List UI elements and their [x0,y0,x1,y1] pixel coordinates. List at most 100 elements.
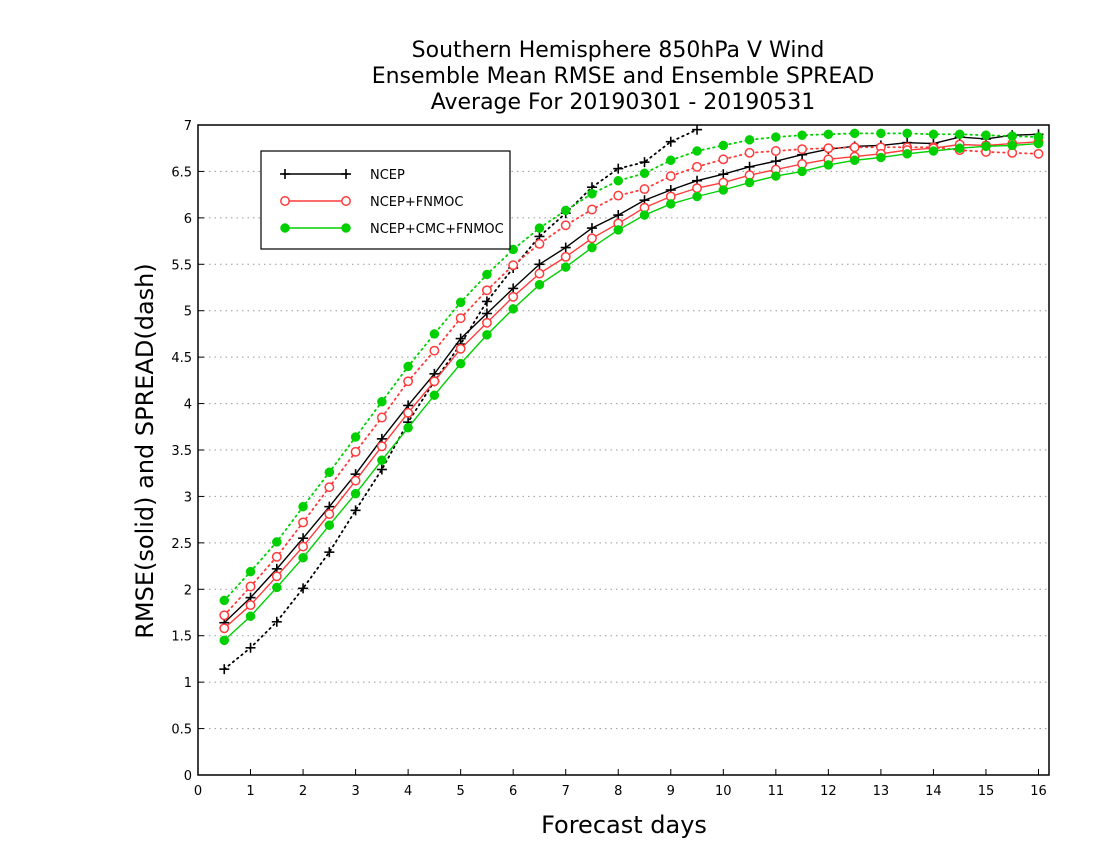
rmse-point [534,268,545,279]
y-tick-label: 1.5 [171,630,192,645]
rmse-point [298,541,309,552]
spread-point [481,296,492,307]
rmse-point [455,333,466,344]
spread-point [639,168,650,179]
spread-point [272,537,282,547]
legend: NCEP NCEP+FNMOC NCEP+CMC+FNMOC [260,150,511,250]
title-line-3: Average For 20190301 - 20190531 [431,90,816,115]
spread-point [245,566,256,577]
legend-marker-left [280,196,290,206]
x-tick-label: 11 [768,784,785,799]
spread-point [797,130,807,140]
x-tick-label: 3 [351,784,359,799]
spread-point [455,297,466,308]
rmse-point [481,308,492,319]
spread-point [849,142,860,153]
spread-point [482,269,492,280]
x-tick-label: 13 [873,784,890,799]
rmse-point [1007,140,1017,151]
spread-point [403,361,413,372]
rmse-point [324,509,335,520]
spread-point [613,163,624,174]
spread-point [219,595,230,606]
spread-point [771,132,781,142]
spread-line [223,146,1040,617]
spread-point [665,171,676,182]
spread-point [954,129,965,140]
spread-point [587,204,597,215]
rmse-point [481,317,492,328]
spread-point [534,223,545,233]
legend-marker-right [341,223,351,233]
rmse-point [666,199,676,209]
rmse-point [928,146,939,156]
spread-point [613,190,624,201]
rmse-point [534,259,545,270]
rmse-point [298,533,309,544]
y-tick-label: 4 [184,398,192,413]
spread-point [429,345,440,356]
spread-point [692,161,702,172]
spread-point [718,154,729,165]
legend-marker-right [341,196,351,206]
y-tick-label: 5.5 [171,258,192,273]
x-tick-label: 10 [715,784,732,799]
spread-point [666,155,676,166]
spread-point [271,616,282,627]
spread-point [219,664,230,675]
rmse-point [613,210,624,221]
spread-point [245,581,256,592]
spread-point [219,610,230,621]
spread-point [1007,131,1017,141]
x-tick-label: 0 [194,784,202,799]
rmse-point [324,520,335,530]
rmse-point [455,358,466,369]
y-tick-label: 7 [184,119,192,134]
rmse-point [219,623,230,634]
y-tick-label: 4.5 [171,351,192,366]
spread-point [429,329,440,339]
legend-marker-left [280,223,290,233]
rmse-point [797,166,807,177]
rmse-point [692,191,702,202]
y-tick-label: 3.5 [171,444,192,459]
grid [198,170,1049,730]
title-line-2: Ensemble Mean RMSE and Ensemble SPREAD [372,64,875,89]
spread-point [376,464,387,475]
rmse-point [586,223,597,234]
spread-point [902,128,912,139]
spread-point [271,551,282,562]
spread-point [298,583,309,594]
legend-entry-1: NCEP+FNMOC [280,195,463,210]
spread-point [876,128,886,139]
rmse-point [718,185,729,195]
spread-point [587,188,597,199]
rmse-point [403,422,413,433]
spread-point [639,157,650,168]
rmse-point [744,161,755,172]
x-tick-label: 7 [562,784,570,799]
x-tick-label: 1 [246,784,254,799]
rmse-point [954,143,965,153]
legend-label: NCEP+FNMOC [370,195,463,210]
chart-title: Southern Hemisphere 850hPa V Wind Ensemb… [372,38,875,115]
legend-entries: NCEP NCEP+FNMOC NCEP+CMC+FNMOC [280,168,504,237]
rmse-point [639,210,650,220]
spread-point [849,128,860,139]
legend-entry-0: NCEP [280,168,405,183]
spread-point [377,396,387,407]
x-tick-label: 2 [299,784,307,799]
spread-point [1033,148,1044,159]
rmse-point [876,152,886,163]
spread-point [324,467,335,478]
rmse-point [508,304,518,314]
rmse-point [718,169,729,180]
x-tick-label: 6 [509,784,517,799]
rmse-point [455,343,466,354]
rmse-point [849,155,860,166]
axis-ticks: 00.511.522.533.544.555.566.570 1 2 3 4 5 6 7 8 9 1… [171,119,1046,799]
spread-point [770,146,781,156]
rmse-point [692,183,702,194]
spread-point [560,205,571,216]
